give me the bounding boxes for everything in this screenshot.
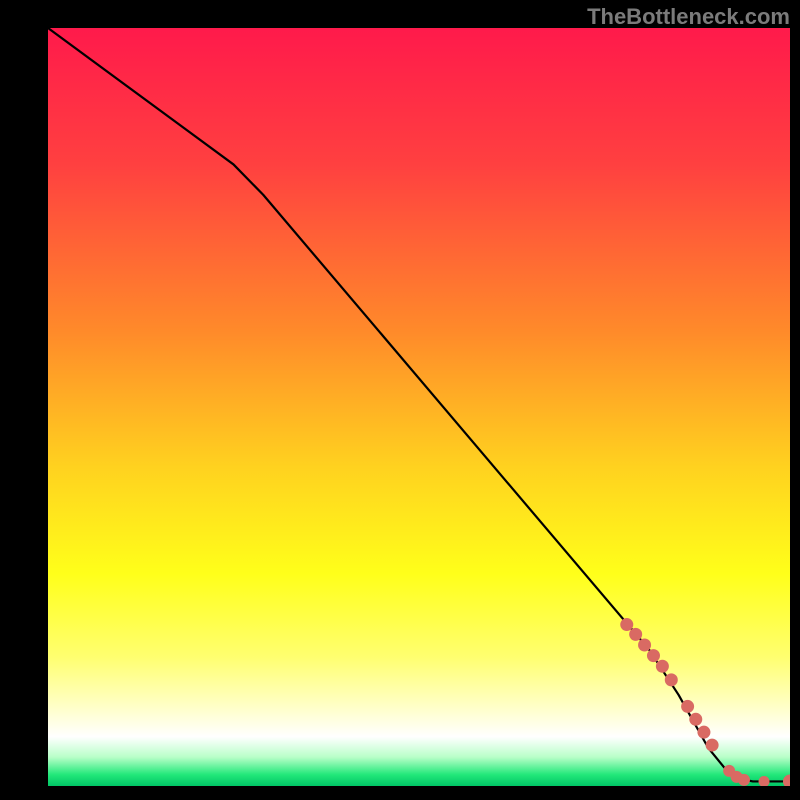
marker-point: [638, 639, 651, 652]
plot-area: [48, 28, 790, 786]
marker-point: [665, 673, 678, 686]
marker-point: [738, 774, 750, 786]
marker-point: [681, 700, 694, 713]
watermark-text: TheBottleneck.com: [587, 4, 790, 30]
marker-point: [656, 660, 669, 673]
marker-point: [706, 739, 719, 752]
marker-point: [689, 713, 702, 726]
marker-point: [629, 628, 642, 641]
marker-point: [620, 618, 633, 631]
marker-point: [697, 726, 710, 739]
marker-point: [647, 649, 660, 662]
gradient-background: [48, 28, 790, 786]
plot-svg: [48, 28, 790, 786]
chart-root: TheBottleneck.com: [0, 0, 800, 800]
